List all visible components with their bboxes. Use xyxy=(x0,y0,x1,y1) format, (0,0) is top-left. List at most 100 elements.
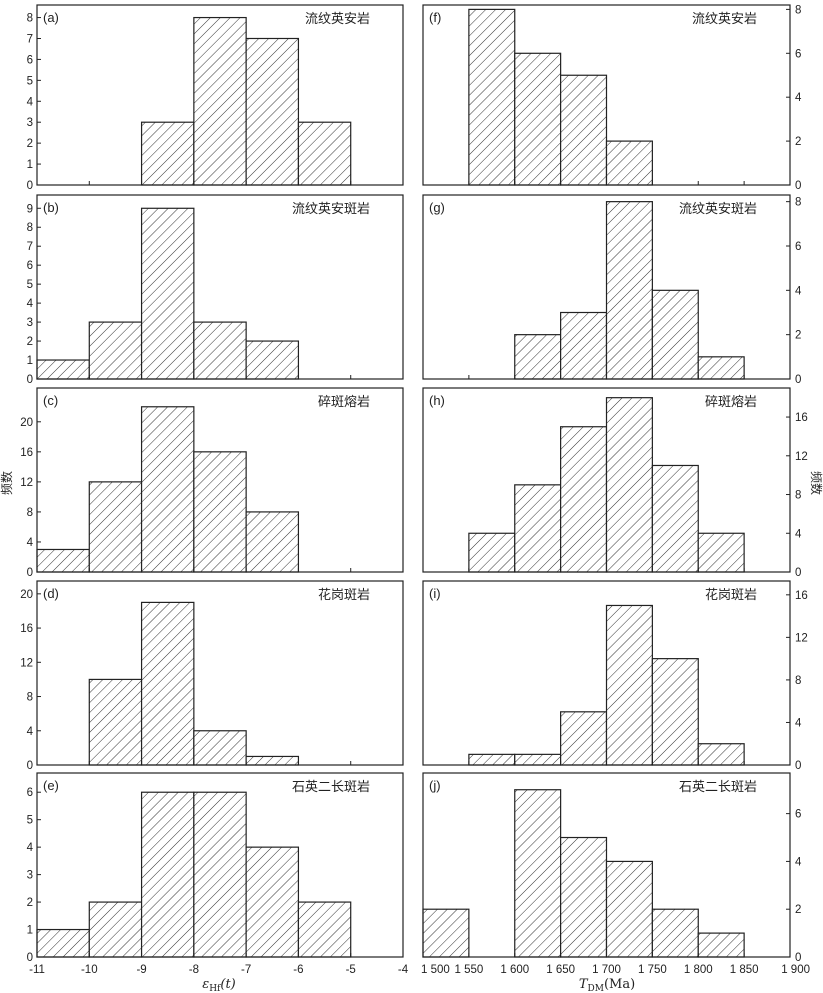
panel-f: 0 2 4 6 8 (f) 流纹英安岩 xyxy=(422,4,802,192)
panel-a: 0 1 2 3 4 5 6 7 8 (a) 流纹英安岩 xyxy=(27,4,404,192)
x-tick-label-left: -7 xyxy=(241,964,251,976)
bar-i-0 xyxy=(468,753,516,766)
y-tick-label-i: 0 xyxy=(795,760,801,772)
y-tick-label-j: 2 xyxy=(795,904,801,916)
bar-g-3 xyxy=(651,289,699,380)
y-tick-label-g: 8 xyxy=(795,197,801,209)
bar-j-3 xyxy=(560,836,608,958)
bar-i-2 xyxy=(560,711,608,766)
y-tick-label-d: 16 xyxy=(20,623,33,635)
bar-i-5 xyxy=(697,743,745,766)
panel-frame-b xyxy=(36,194,404,380)
panel-title-d: 花岗斑岩 xyxy=(318,587,370,603)
y-tick-label-d: 20 xyxy=(20,589,33,601)
panel-title-e: 石英二长斑岩 xyxy=(292,780,370,795)
y-tick-label-g: 4 xyxy=(795,285,802,297)
left-x-axis-label-main: ε xyxy=(202,977,209,992)
bar-a-0 xyxy=(140,121,195,186)
panel-frame-c xyxy=(36,387,404,573)
y-tick-label-e: 1 xyxy=(27,925,33,937)
y-tick-label-g: 0 xyxy=(795,374,801,386)
y-tick-label-d: 12 xyxy=(20,657,33,669)
y-tick-label-h: 4 xyxy=(795,528,802,540)
panel-title-f: 流纹英安岩 xyxy=(692,12,757,27)
left-y-axis-label: 频数 xyxy=(0,471,14,495)
bar-h-2 xyxy=(560,426,608,573)
x-tick-label-right: 1 700 xyxy=(592,964,621,976)
x-tick-label-right: 1 550 xyxy=(454,964,483,976)
panel-i: 0 4 8 12 16 (i) 花岗斑岩 xyxy=(422,580,808,772)
panel-letter-b: (b) xyxy=(43,200,59,215)
bar-f-0 xyxy=(468,8,516,186)
bar-d-0 xyxy=(88,678,143,766)
y-tick-label-a: 5 xyxy=(27,75,33,87)
bar-e-3 xyxy=(193,791,247,958)
left-x-axis-label: εHf(t) xyxy=(202,977,236,993)
y-tick-label-a: 8 xyxy=(27,13,33,25)
panel-j: 0 2 4 6 (j) 石英二长斑岩 xyxy=(422,772,802,964)
panel-letter-g: (g) xyxy=(429,200,445,215)
bar-d-3 xyxy=(245,755,300,766)
y-tick-label-e: 2 xyxy=(27,897,33,909)
bar-g-0 xyxy=(514,334,562,380)
y-tick-label-b: 4 xyxy=(27,298,34,310)
panel-letter-d: (d) xyxy=(43,586,59,601)
bar-i-4 xyxy=(651,658,699,766)
panel-letter-h: (h) xyxy=(429,393,445,408)
y-tick-label-b: 7 xyxy=(27,241,33,253)
bar-j-0 xyxy=(422,908,470,958)
panel-b: 0 1 2 3 4 5 6 7 8 9 (b) 流纹英安斑岩 xyxy=(27,194,404,386)
x-tick-label-right: 1 900 xyxy=(781,964,810,976)
panel-c: 0 4 8 12 16 20 (c) 碎斑熔岩 xyxy=(20,387,404,579)
bar-h-0 xyxy=(468,532,516,573)
x-tick-label-left: -4 xyxy=(398,964,409,976)
y-tick-label-c: 8 xyxy=(27,507,33,519)
panel-title-c: 碎斑熔岩 xyxy=(318,395,370,410)
left-x-axis-label-sub: Hf xyxy=(209,984,221,993)
bar-d-1 xyxy=(140,601,195,766)
bar-h-5 xyxy=(697,532,745,573)
x-tick-label-right: 1 750 xyxy=(638,964,667,976)
x-tick-label-left: -10 xyxy=(81,964,98,976)
panel-h: 0 4 8 12 16 (h) 碎斑熔岩 xyxy=(422,387,808,579)
left-x-axis-label-tail: (t) xyxy=(220,977,235,992)
bar-g-2 xyxy=(605,201,653,380)
y-tick-label-e: 5 xyxy=(27,815,33,827)
panel-title-b: 流纹英安斑岩 xyxy=(292,202,370,217)
bar-i-1 xyxy=(514,753,562,766)
panel-frame-a xyxy=(36,4,404,186)
y-tick-label-j: 4 xyxy=(795,856,802,868)
y-tick-label-c: 16 xyxy=(20,447,33,459)
y-tick-label-f: 2 xyxy=(795,136,801,148)
y-tick-label-d: 0 xyxy=(27,760,33,772)
y-tick-label-i: 8 xyxy=(795,675,801,687)
y-tick-label-i: 16 xyxy=(795,590,808,602)
y-tick-label-b: 8 xyxy=(27,222,33,234)
y-tick-label-a: 2 xyxy=(27,138,33,150)
right-y-axis-label: 频数 xyxy=(809,471,823,495)
bar-c-1 xyxy=(88,481,143,573)
panel-title-g: 流纹英安斑岩 xyxy=(679,202,757,217)
panel-letter-e: (e) xyxy=(43,778,59,793)
y-tick-label-c: 12 xyxy=(20,477,33,489)
y-tick-label-h: 0 xyxy=(795,567,801,579)
bar-j-2 xyxy=(514,789,562,958)
y-tick-label-a: 4 xyxy=(27,96,34,108)
right-x-axis-label-tail: (Ma) xyxy=(604,977,635,992)
x-tick-label-right: 1 500 xyxy=(421,964,450,976)
y-tick-label-b: 2 xyxy=(27,336,33,348)
bar-e-1 xyxy=(88,901,143,958)
y-tick-label-f: 0 xyxy=(795,180,801,192)
right-x-axis-label-sub: DM xyxy=(588,984,604,993)
panel-letter-f: (f) xyxy=(429,10,441,25)
y-tick-label-b: 0 xyxy=(27,374,33,386)
y-tick-label-h: 8 xyxy=(795,490,801,502)
y-tick-label-b: 9 xyxy=(27,203,33,215)
bar-a-2 xyxy=(245,37,300,186)
bar-c-0 xyxy=(36,548,90,573)
panel-title-i: 花岗斑岩 xyxy=(705,587,757,603)
bar-b-3 xyxy=(193,321,247,380)
bar-e-4 xyxy=(245,846,300,958)
bar-g-4 xyxy=(697,356,745,380)
x-tick-label-left: -5 xyxy=(346,964,356,976)
